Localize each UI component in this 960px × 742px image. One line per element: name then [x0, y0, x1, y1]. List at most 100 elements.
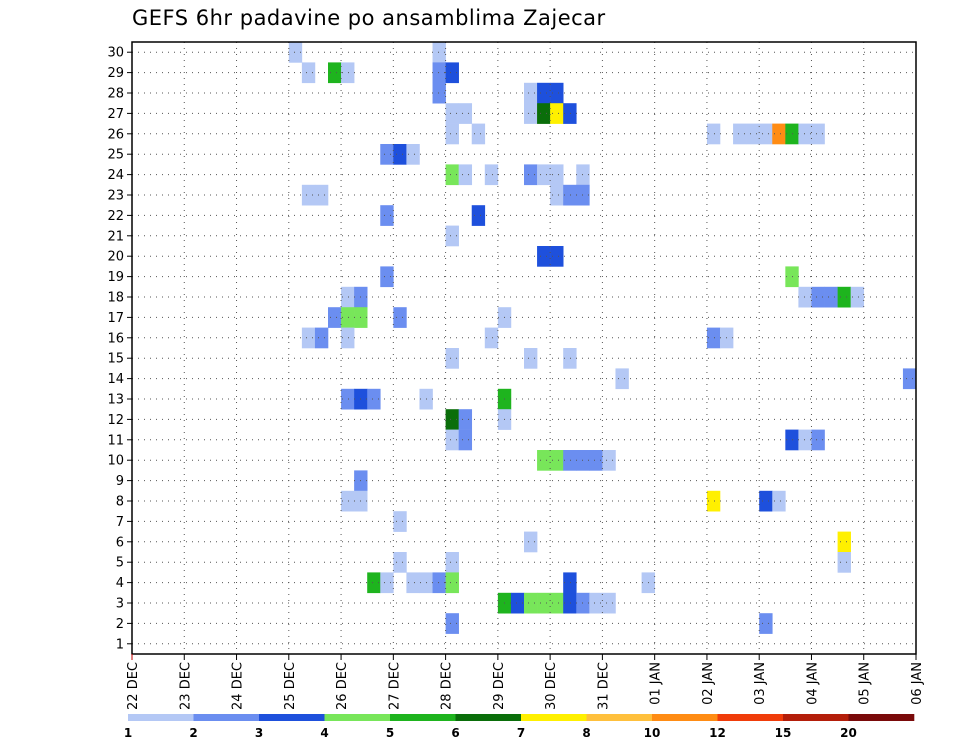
y-tick-label: 25 — [107, 148, 124, 163]
x-tick-label: 28 DEC — [440, 662, 455, 710]
heat-cell — [445, 552, 459, 573]
heat-cell — [341, 327, 355, 349]
heat-cell — [706, 327, 721, 349]
colorbar-segment — [848, 714, 915, 721]
colorbar-segment — [586, 714, 653, 721]
heat-cell — [537, 164, 551, 186]
heat-cell — [445, 225, 459, 247]
heat-cell — [393, 144, 407, 165]
heat-cell — [524, 164, 538, 186]
y-tick-label: 8 — [116, 495, 124, 510]
heat-cell — [432, 42, 446, 63]
heat-cell — [902, 368, 917, 390]
heat-cell — [328, 307, 342, 328]
heat-cell — [484, 327, 499, 349]
heat-cell — [550, 164, 564, 186]
heat-cell — [367, 572, 381, 594]
y-tick-label: 18 — [107, 291, 124, 306]
x-tick-label: 01 JAN — [649, 662, 664, 705]
heat-cell — [445, 123, 459, 145]
heat-cell — [445, 103, 459, 124]
heat-cell — [550, 184, 564, 206]
y-tick-label: 4 — [116, 576, 124, 591]
heat-cell — [432, 572, 446, 594]
y-tick-label: 16 — [107, 331, 124, 346]
heat-cell — [811, 286, 825, 308]
y-tick-label: 2 — [116, 617, 124, 632]
heat-cell — [432, 62, 446, 84]
heat-cell — [445, 572, 459, 594]
heat-cell — [772, 123, 786, 145]
heat-cell — [589, 450, 603, 471]
heat-cell — [706, 123, 721, 145]
heat-cell — [314, 184, 329, 206]
heat-cell — [563, 103, 577, 124]
y-tick-label: 5 — [116, 556, 124, 571]
colorbar-label: 1 — [124, 726, 132, 740]
heat-cell — [445, 409, 459, 430]
colorbar-segment — [324, 714, 391, 721]
heat-cell — [301, 62, 316, 84]
heat-cell — [301, 184, 316, 206]
heat-cell — [524, 103, 538, 124]
colorbar-segment — [717, 714, 784, 721]
heat-cell — [328, 62, 342, 84]
colorbar-segment — [521, 714, 587, 721]
x-tick-label: 25 DEC — [283, 662, 298, 710]
heat-cell — [524, 531, 538, 553]
heat-cell — [589, 592, 603, 614]
x-tick-label: 24 DEC — [231, 662, 246, 710]
heat-cell — [484, 164, 499, 186]
heat-cell — [380, 572, 394, 594]
heat-cell — [811, 429, 825, 451]
colorbar-label: 6 — [451, 726, 459, 740]
x-tick-label: 04 JAN — [805, 662, 820, 705]
colorbar-label: 8 — [582, 726, 590, 740]
plot-frame — [131, 41, 917, 655]
y-tick-label: 23 — [107, 189, 124, 204]
heat-cell — [341, 307, 355, 328]
heat-cell — [341, 62, 355, 84]
y-tick-label: 12 — [107, 413, 124, 428]
heat-cell — [759, 613, 773, 634]
y-tick-label: 3 — [116, 597, 124, 612]
heat-cell — [301, 327, 316, 349]
x-tick-label: 02 JAN — [701, 662, 716, 705]
y-tick-label: 17 — [107, 311, 124, 326]
heat-cell — [458, 164, 473, 186]
x-tick-label: 22 DEC — [126, 662, 141, 710]
heat-cell — [524, 592, 538, 614]
heat-cell — [746, 123, 760, 145]
heat-cell — [445, 164, 459, 186]
y-tick-label: 21 — [107, 229, 124, 244]
y-tick-label: 26 — [107, 127, 124, 142]
heat-cell — [471, 205, 486, 226]
heat-cell — [458, 429, 473, 451]
heat-cell — [563, 184, 577, 206]
colorbar-label: 2 — [189, 726, 197, 740]
x-tick-label: 30 DEC — [544, 662, 559, 710]
x-tick-label: 26 DEC — [335, 662, 350, 710]
heat-cell — [445, 62, 459, 84]
y-tick-label: 30 — [107, 46, 124, 61]
y-tick-label: 27 — [107, 107, 124, 122]
colorbar-label: 12 — [709, 726, 726, 740]
heat-cell — [602, 592, 616, 614]
heat-cell — [759, 490, 773, 512]
x-tick-label: 27 DEC — [387, 662, 402, 710]
heat-cell — [563, 348, 577, 369]
colorbar-label: 4 — [320, 726, 328, 740]
heat-cell — [615, 368, 629, 390]
y-tick-label: 22 — [107, 209, 124, 224]
heat-cell — [380, 205, 394, 226]
heat-cell — [772, 490, 786, 512]
heat-cell — [341, 490, 355, 512]
heat-cell — [537, 246, 551, 267]
heat-cell — [850, 286, 865, 308]
y-tick-label: 20 — [107, 250, 124, 265]
heat-cell — [550, 246, 564, 267]
heat-cell — [471, 123, 486, 145]
heat-cell — [314, 327, 329, 349]
heat-cell — [367, 388, 381, 410]
heat-cell — [798, 123, 812, 145]
